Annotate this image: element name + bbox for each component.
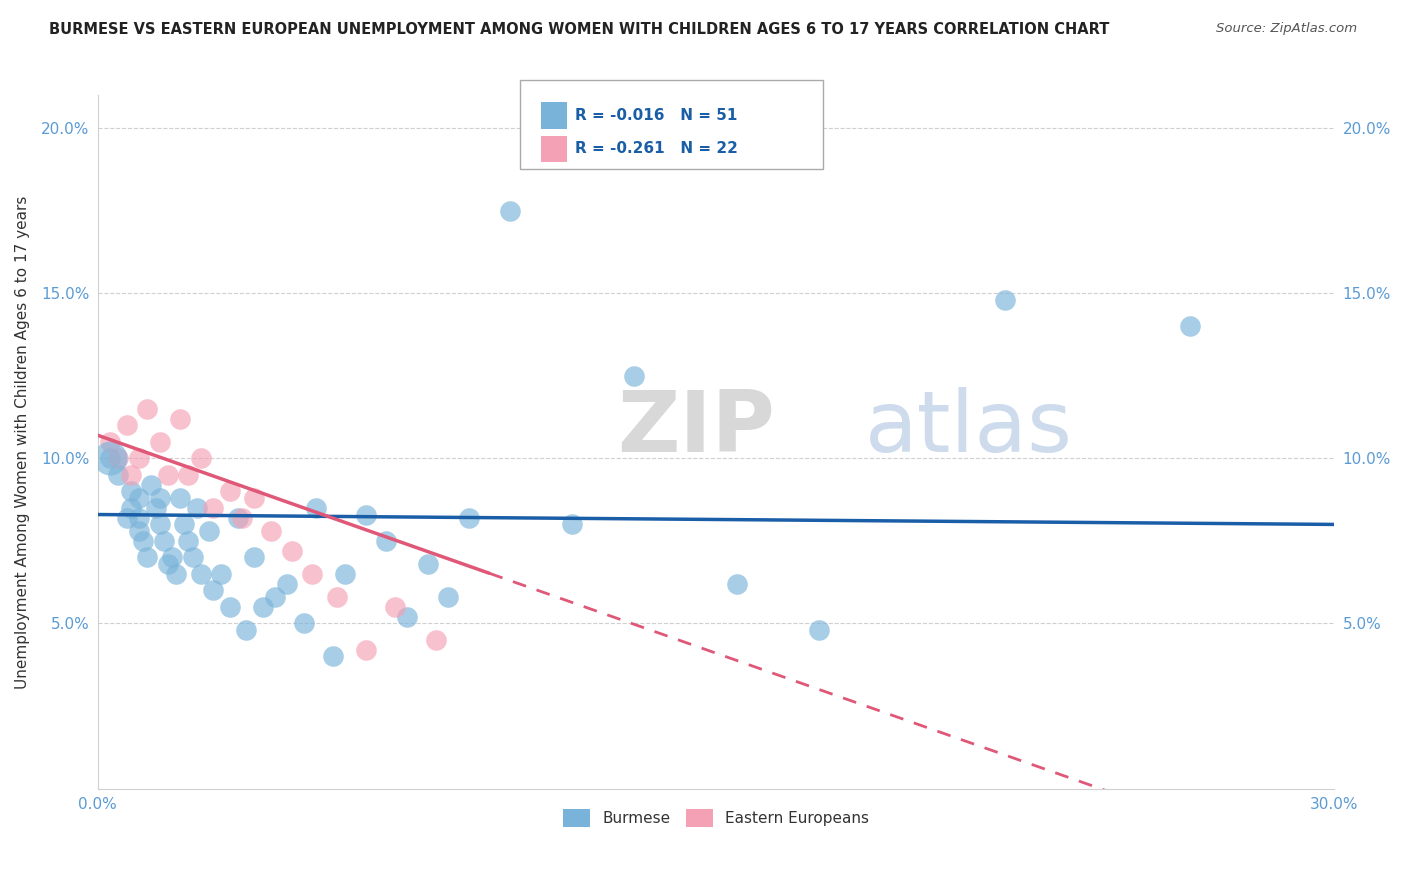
Point [177, 467, 200, 482]
Point [202, 583, 225, 598]
Point [416, 557, 439, 571]
Point [218, 599, 240, 614]
Point [384, 599, 406, 614]
Point [808, 623, 831, 637]
Point [149, 491, 172, 505]
Point [276, 577, 298, 591]
Legend: Burmese, Eastern Europeans: Burmese, Eastern Europeans [557, 803, 876, 833]
Text: R = -0.016   N = 51: R = -0.016 N = 51 [575, 108, 737, 123]
Point [169, 491, 191, 505]
Point [243, 491, 266, 505]
Point [292, 616, 315, 631]
Point [160, 550, 183, 565]
Point [218, 484, 240, 499]
Point [280, 544, 302, 558]
Point [190, 451, 212, 466]
Point [326, 590, 349, 604]
Point [128, 451, 150, 466]
Point [145, 500, 167, 515]
Point [120, 467, 142, 482]
Point [128, 491, 150, 505]
Text: Source: ZipAtlas.com: Source: ZipAtlas.com [1216, 22, 1357, 36]
Point [425, 632, 447, 647]
Point [156, 557, 179, 571]
Point [115, 418, 138, 433]
Text: R = -0.261   N = 22: R = -0.261 N = 22 [575, 142, 738, 156]
Point [107, 467, 129, 482]
Point [252, 599, 274, 614]
Point [165, 566, 187, 581]
Point [226, 511, 249, 525]
Point [98, 434, 121, 449]
Point [136, 401, 159, 416]
Point [120, 484, 142, 499]
Point [561, 517, 583, 532]
Point [1178, 319, 1201, 334]
Text: atlas: atlas [865, 386, 1073, 469]
Point [395, 610, 418, 624]
Point [136, 550, 159, 565]
Point [141, 478, 163, 492]
Point [333, 566, 356, 581]
Point [120, 500, 142, 515]
Y-axis label: Unemployment Among Women with Children Ages 6 to 17 years: Unemployment Among Women with Children A… [15, 195, 30, 689]
Point [993, 293, 1015, 307]
Point [354, 643, 377, 657]
Point [301, 566, 323, 581]
Point [149, 517, 172, 532]
Point [98, 451, 121, 466]
Point [264, 590, 287, 604]
Point [128, 524, 150, 538]
Point [198, 524, 221, 538]
Point [499, 203, 522, 218]
Point [623, 368, 645, 383]
Point [202, 500, 225, 515]
Text: BURMESE VS EASTERN EUROPEAN UNEMPLOYMENT AMONG WOMEN WITH CHILDREN AGES 6 TO 17 : BURMESE VS EASTERN EUROPEAN UNEMPLOYMENT… [49, 22, 1109, 37]
Point [156, 467, 179, 482]
Point [132, 533, 155, 548]
Point [190, 566, 212, 581]
Point [98, 451, 121, 466]
Point [375, 533, 398, 548]
Point [128, 511, 150, 525]
Point [305, 500, 328, 515]
Point [181, 550, 204, 565]
Point [177, 533, 200, 548]
Point [107, 451, 129, 466]
Point [437, 590, 460, 604]
Point [243, 550, 266, 565]
Point [173, 517, 195, 532]
Point [260, 524, 283, 538]
Point [186, 500, 208, 515]
Point [725, 577, 748, 591]
Point [152, 533, 174, 548]
Point [169, 412, 191, 426]
Point [457, 511, 479, 525]
Point [354, 508, 377, 522]
Point [235, 623, 257, 637]
Text: ZIP: ZIP [617, 386, 775, 469]
Point [211, 566, 233, 581]
Point [149, 434, 172, 449]
Point [115, 511, 138, 525]
Point [231, 511, 253, 525]
Point [322, 649, 344, 664]
